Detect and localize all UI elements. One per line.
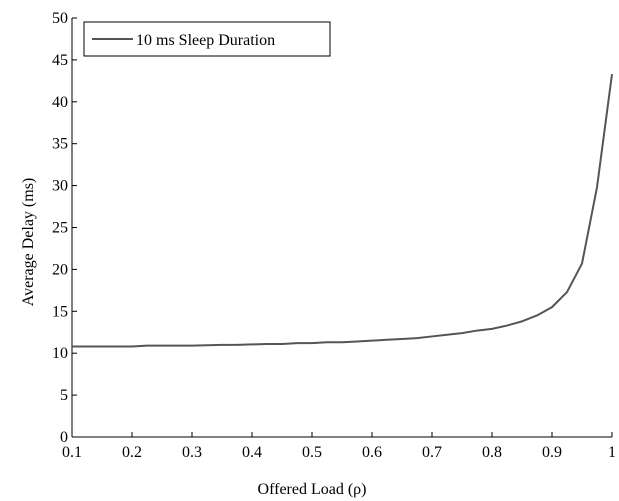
y-tick-label: 50 <box>52 10 68 27</box>
y-axis-label: Average Delay (ms) <box>20 178 37 307</box>
x-tick-label: 0.3 <box>182 444 202 461</box>
y-tick-label: 5 <box>60 387 68 404</box>
x-tick-label: 0.7 <box>422 444 442 461</box>
x-tick-label: 0.1 <box>62 444 82 461</box>
x-tick-label: 0.5 <box>302 444 322 461</box>
x-tick-label: 0.6 <box>362 444 382 461</box>
y-tick-label: 15 <box>52 303 68 320</box>
y-tick-label: 10 <box>52 345 68 362</box>
legend: 10 ms Sleep Duration <box>83 21 331 57</box>
series-line-0 <box>72 74 613 348</box>
x-tick-label: 0.9 <box>542 444 562 461</box>
x-tick-label: 0.8 <box>482 444 502 461</box>
legend-entry-label: 10 ms Sleep Duration <box>136 32 275 49</box>
axis-ticks: 0.1 0.2 0.3 0.4 0.5 0.6 0.7 0.8 0.9 1051015202530… <box>52 10 616 461</box>
series-layer <box>72 74 613 348</box>
y-tick-label: 40 <box>52 94 68 111</box>
y-tick-label: 25 <box>52 220 68 237</box>
x-tick-label: 1 <box>608 444 616 461</box>
x-tick-label: 0.2 <box>122 444 142 461</box>
x-tick-label: 0.4 <box>242 444 262 461</box>
x-axis-label: Offered Load (ρ) <box>258 481 367 498</box>
y-tick-label: 0 <box>60 429 68 446</box>
y-tick-label: 20 <box>52 261 68 278</box>
plot-area <box>71 18 612 438</box>
y-tick-label: 45 <box>52 52 68 69</box>
y-tick-label: 30 <box>52 178 68 195</box>
y-tick-label: 35 <box>52 136 68 153</box>
